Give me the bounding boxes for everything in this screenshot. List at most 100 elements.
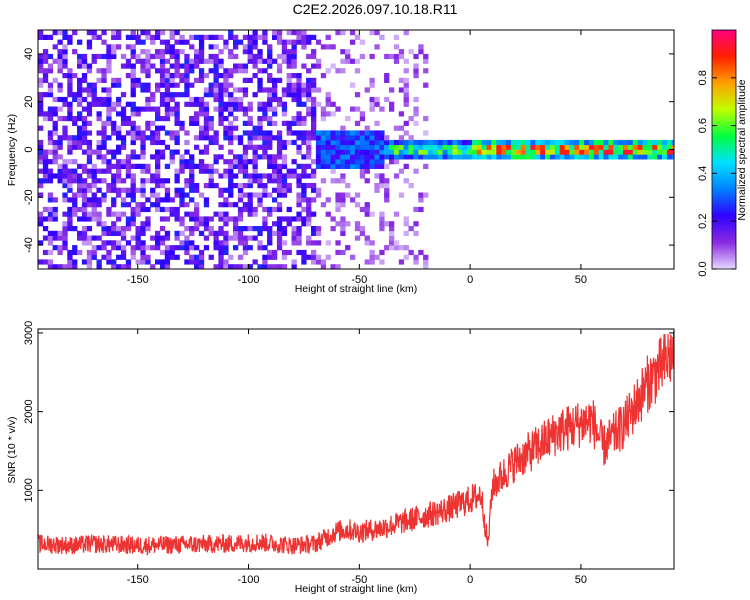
heatmap-cell xyxy=(159,58,166,64)
heatmap-cell xyxy=(359,144,366,150)
heatmap-cell xyxy=(491,149,497,155)
heatmap-cell xyxy=(213,44,219,50)
heatmap-cell xyxy=(301,116,307,122)
heatmap-cell xyxy=(120,187,127,193)
heatmap-cell xyxy=(384,221,390,227)
heatmap-cell xyxy=(203,120,210,126)
heatmap-cell xyxy=(194,259,200,265)
heatmap-cell xyxy=(96,178,102,184)
heatmap-cell xyxy=(91,30,97,36)
heatmap-cell xyxy=(213,240,219,246)
heatmap-cell xyxy=(140,149,146,155)
heatmap-cell xyxy=(203,221,210,227)
heatmap-cell xyxy=(320,202,327,208)
heatmap-cell xyxy=(47,92,54,98)
heatmap-cell xyxy=(155,168,161,174)
heatmap-cell xyxy=(306,202,312,208)
heatmap-cell xyxy=(42,92,49,98)
heatmap-cell xyxy=(120,135,127,141)
heatmap-cell xyxy=(228,183,234,189)
heatmap-cell xyxy=(140,183,146,189)
heatmap-cell xyxy=(111,44,117,50)
heatmap-cell xyxy=(257,120,263,126)
heatmap-cell xyxy=(267,163,273,169)
heatmap-cell xyxy=(116,211,122,217)
heatmap-cell xyxy=(189,82,195,88)
heatmap-cell xyxy=(262,68,268,74)
heatmap-cell xyxy=(223,249,229,256)
heatmap-cell xyxy=(174,92,180,98)
heatmap-cell xyxy=(86,249,93,256)
heatmap-cell xyxy=(233,106,239,112)
heatmap-cell xyxy=(666,139,673,146)
heatmap-cell xyxy=(584,139,590,146)
heatmap-cell xyxy=(262,139,268,146)
spectrogram-x-label: Height of straight line (km) xyxy=(295,283,418,295)
heatmap-cell xyxy=(194,111,200,117)
heatmap-cell xyxy=(379,249,385,256)
heatmap-cell xyxy=(150,96,156,103)
heatmap-cell xyxy=(242,168,249,174)
heatmap-cell xyxy=(130,111,136,117)
heatmap-cell xyxy=(233,68,239,74)
heatmap-cell xyxy=(101,120,107,126)
heatmap-cell xyxy=(652,139,658,146)
heatmap-cell xyxy=(208,82,214,88)
heatmap-cell xyxy=(223,202,229,208)
heatmap-cell xyxy=(198,221,205,227)
heatmap-cell xyxy=(159,264,166,269)
heatmap-cell xyxy=(276,173,283,179)
heatmap-cell xyxy=(179,163,185,169)
heatmap-cell xyxy=(403,82,409,88)
heatmap-cell xyxy=(145,101,151,107)
heatmap-cell xyxy=(218,264,224,269)
heatmap-cell xyxy=(233,39,239,45)
heatmap-cell xyxy=(62,73,68,79)
heatmap-cell xyxy=(369,211,375,217)
heatmap-cell xyxy=(213,159,219,165)
heatmap-cell xyxy=(218,249,224,256)
heatmap-cell xyxy=(311,197,317,203)
heatmap-cell xyxy=(208,120,214,126)
heatmap-cell xyxy=(306,39,312,45)
heatmap-cell xyxy=(593,149,600,155)
heatmap-cell xyxy=(354,221,361,227)
heatmap-cell xyxy=(262,173,268,179)
heatmap-cell xyxy=(81,53,88,60)
heatmap-cell xyxy=(369,130,375,136)
heatmap-cell xyxy=(564,154,570,160)
heatmap-cell xyxy=(223,77,229,83)
heatmap-cell xyxy=(247,197,253,203)
heatmap-cell xyxy=(38,53,44,60)
heatmap-cell xyxy=(47,149,54,155)
heatmap-cell xyxy=(340,197,346,203)
heatmap-cell xyxy=(223,187,229,193)
heatmap-cell xyxy=(423,192,429,198)
heatmap-cell xyxy=(67,254,73,260)
heatmap-cell xyxy=(67,68,73,74)
heatmap-cell xyxy=(276,187,283,193)
heatmap-cell xyxy=(637,139,643,146)
heatmap-cell xyxy=(306,154,312,160)
heatmap-cell xyxy=(57,135,63,141)
heatmap-cell xyxy=(272,197,278,203)
heatmap-cell xyxy=(379,221,385,227)
heatmap-cell xyxy=(423,254,429,260)
heatmap-cell xyxy=(262,221,268,227)
heatmap-cell xyxy=(86,168,93,174)
heatmap-cell xyxy=(354,106,361,112)
heatmap-cell xyxy=(81,187,88,193)
heatmap-cell xyxy=(120,120,127,126)
heatmap-cell xyxy=(281,39,288,45)
heatmap-cell xyxy=(218,211,224,217)
heatmap-cell xyxy=(228,120,234,126)
heatmap-cell xyxy=(359,39,366,45)
heatmap-cell xyxy=(174,230,180,236)
heatmap-cell xyxy=(242,87,249,93)
heatmap-cell xyxy=(301,63,307,69)
heatmap-cell xyxy=(194,120,200,126)
heatmap-cell xyxy=(135,39,141,45)
heatmap-cell xyxy=(398,49,405,55)
heatmap-cell xyxy=(213,183,219,189)
heatmap-cell xyxy=(67,144,73,150)
